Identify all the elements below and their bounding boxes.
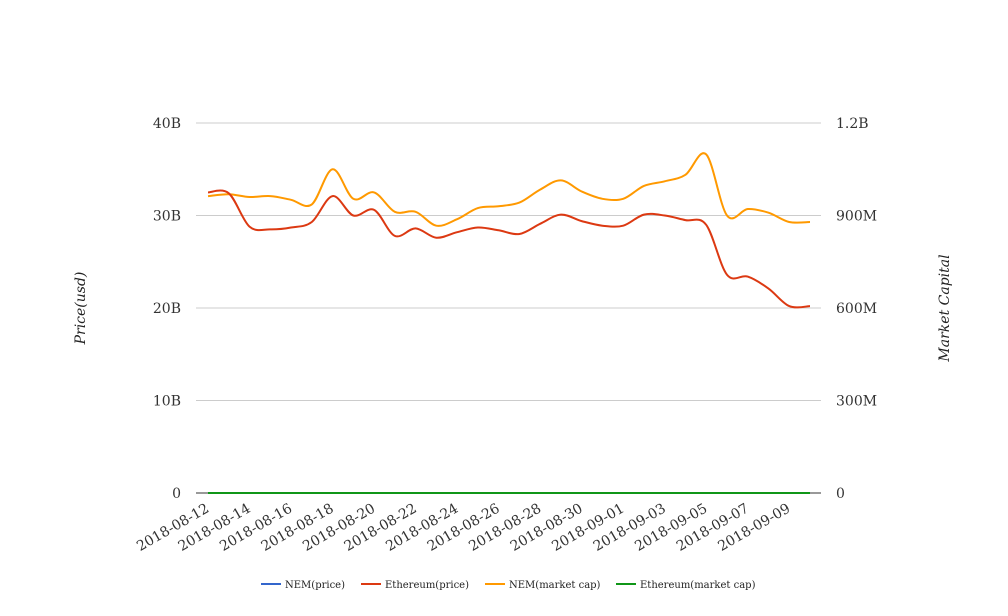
left-axis-ticks: 0 10B 20B 30B 40B <box>153 116 181 502</box>
legend-item[interactable]: Ethereum(price) <box>361 580 469 591</box>
x-axis-ticks: 2018-08-122018-08-142018-08-162018-08-18… <box>134 501 793 555</box>
left-tick-label: 10B <box>153 394 181 410</box>
right-tick-label: 1.2B <box>836 116 869 132</box>
legend-item[interactable]: NEM(market cap) <box>485 580 601 591</box>
right-tick-label: 900M <box>836 209 877 225</box>
left-tick-label: 0 <box>172 486 181 502</box>
series-line-ethereum-price <box>207 189 811 309</box>
legend[interactable]: NEM(price) Ethereum(price) NEM(market cap)… <box>261 580 756 591</box>
legend-label: NEM(price) <box>285 580 345 591</box>
legend-item[interactable]: NEM(price) <box>261 580 345 591</box>
right-tick-label: 0 <box>836 486 845 502</box>
left-tick-label: 30B <box>153 209 181 225</box>
right-tick-label: 600M <box>836 301 877 317</box>
left-tick-label: 40B <box>153 116 181 132</box>
gridlines <box>196 122 821 401</box>
right-axis-title: Market Capital <box>937 254 953 362</box>
series-line-nem-market-cap <box>207 152 811 227</box>
legend-item[interactable]: Ethereum(market cap) <box>616 580 756 591</box>
right-tick-label: 300M <box>836 394 877 410</box>
legend-label: NEM(market cap) <box>509 580 601 591</box>
right-axis-ticks: 0 300M 600M 900M 1.2B <box>836 116 877 502</box>
legend-label: Ethereum(price) <box>385 580 469 591</box>
left-tick-label: 20B <box>153 301 181 317</box>
left-axis-title: Price(usd) <box>73 272 89 346</box>
series-lines <box>207 152 811 495</box>
legend-label: Ethereum(market cap) <box>640 580 756 591</box>
